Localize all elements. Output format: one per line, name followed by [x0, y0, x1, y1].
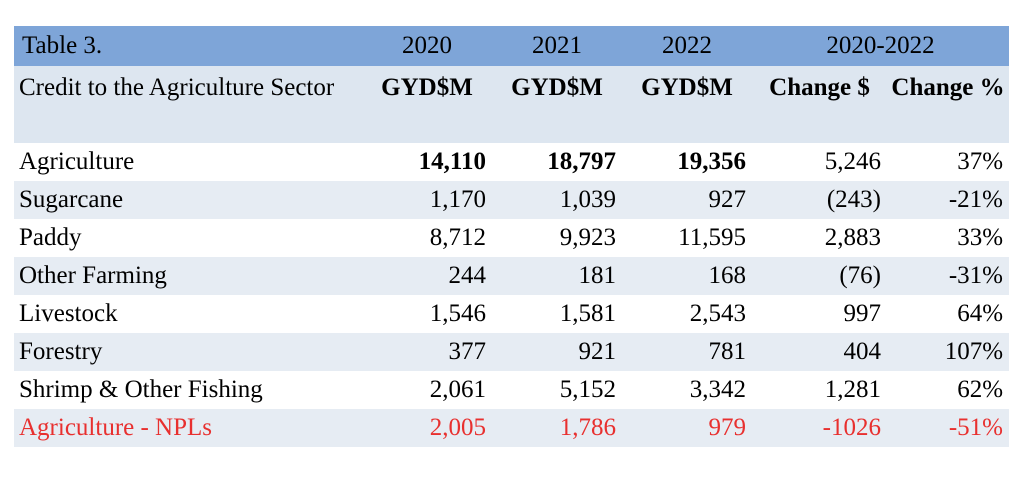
row-label: Forestry	[14, 333, 362, 371]
value-2022: 2,543	[622, 295, 752, 333]
value-2020: 377	[362, 333, 492, 371]
table-row: Livestock 1,546 1,581 2,543 997 64%	[14, 295, 1010, 333]
unit-header-2020: GYD$M	[362, 66, 492, 143]
value-2020: 2,005	[362, 409, 492, 447]
value-2022: 781	[622, 333, 752, 371]
change-percent: -21%	[887, 181, 1010, 219]
value-2022: 11,595	[622, 219, 752, 257]
value-2021: 1,786	[492, 409, 622, 447]
change-amount: 997	[752, 295, 887, 333]
value-2021: 181	[492, 257, 622, 295]
change-amount: (243)	[752, 181, 887, 219]
change-amount: 2,883	[752, 219, 887, 257]
change-percent: 62%	[887, 371, 1010, 409]
value-2022: 19,356	[622, 143, 752, 181]
value-2020: 1,170	[362, 181, 492, 219]
value-2020: 1,546	[362, 295, 492, 333]
table-row: Sugarcane 1,170 1,039 927 (243) -21%	[14, 181, 1010, 219]
value-2022: 168	[622, 257, 752, 295]
value-2020: 14,110	[362, 143, 492, 181]
change-percent: -51%	[887, 409, 1010, 447]
row-header-label: Credit to the Agriculture Sector	[14, 66, 362, 143]
table-row: Other Farming 244 181 168 (76) -31%	[14, 257, 1010, 295]
value-2021: 921	[492, 333, 622, 371]
value-2021: 9,923	[492, 219, 622, 257]
value-2021: 1,039	[492, 181, 622, 219]
change-percent: -31%	[887, 257, 1010, 295]
change-amount: 404	[752, 333, 887, 371]
year-header-2022: 2022	[622, 26, 752, 66]
period-header: 2020-2022	[752, 26, 1010, 66]
table-row-npl: Agriculture - NPLs 2,005 1,786 979 -1026…	[14, 409, 1010, 447]
value-2021: 1,581	[492, 295, 622, 333]
unit-header-row: Credit to the Agriculture Sector GYD$M G…	[14, 66, 1010, 143]
row-label: Livestock	[14, 295, 362, 333]
table-caption-row: Table 3. 2020 2021 2022 2020-2022	[14, 26, 1010, 66]
row-label: Agriculture	[14, 143, 362, 181]
change-percent: 64%	[887, 295, 1010, 333]
value-2021: 5,152	[492, 371, 622, 409]
value-2022: 3,342	[622, 371, 752, 409]
change-percent: 37%	[887, 143, 1010, 181]
row-label: Other Farming	[14, 257, 362, 295]
change-amount-header: Change $	[752, 66, 887, 143]
row-label: Paddy	[14, 219, 362, 257]
value-2020: 8,712	[362, 219, 492, 257]
unit-header-2021: GYD$M	[492, 66, 622, 143]
table-row: Agriculture 14,110 18,797 19,356 5,246 3…	[14, 143, 1010, 181]
change-percent: 107%	[887, 333, 1010, 371]
change-percent-header: Change %	[887, 66, 1010, 143]
value-2020: 2,061	[362, 371, 492, 409]
value-2020: 244	[362, 257, 492, 295]
change-amount: -1026	[752, 409, 887, 447]
unit-header-2022: GYD$M	[622, 66, 752, 143]
row-label: Agriculture - NPLs	[14, 409, 362, 447]
change-amount: (76)	[752, 257, 887, 295]
credit-table-container: Table 3. 2020 2021 2022 2020-2022 Credit…	[14, 26, 1010, 447]
year-header-2020: 2020	[362, 26, 492, 66]
row-label: Shrimp & Other Fishing	[14, 371, 362, 409]
credit-table: Table 3. 2020 2021 2022 2020-2022 Credit…	[14, 26, 1010, 447]
change-amount: 5,246	[752, 143, 887, 181]
row-label: Sugarcane	[14, 181, 362, 219]
change-amount: 1,281	[752, 371, 887, 409]
value-2022: 979	[622, 409, 752, 447]
value-2021: 18,797	[492, 143, 622, 181]
value-2022: 927	[622, 181, 752, 219]
year-header-2021: 2021	[492, 26, 622, 66]
table-row: Paddy 8,712 9,923 11,595 2,883 33%	[14, 219, 1010, 257]
table-caption: Table 3.	[14, 26, 362, 66]
change-percent: 33%	[887, 219, 1010, 257]
table-row: Shrimp & Other Fishing 2,061 5,152 3,342…	[14, 371, 1010, 409]
table-row: Forestry 377 921 781 404 107%	[14, 333, 1010, 371]
